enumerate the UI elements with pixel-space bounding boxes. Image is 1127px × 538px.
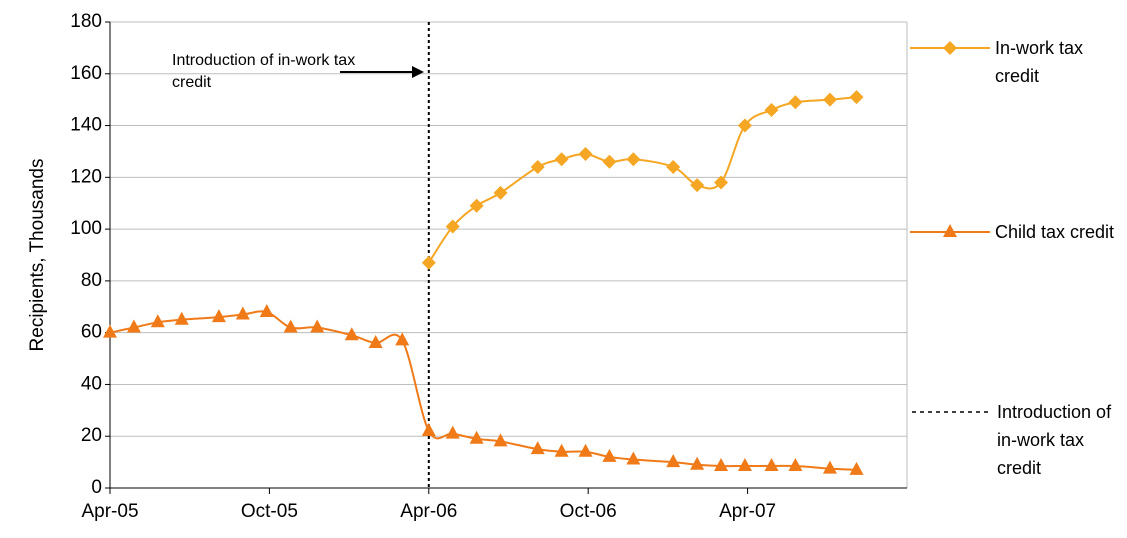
point bbox=[211, 309, 226, 323]
point bbox=[469, 430, 484, 444]
y-tick-label: 20 bbox=[81, 425, 102, 446]
point bbox=[666, 159, 681, 174]
y-tick-label: 100 bbox=[70, 218, 102, 239]
point bbox=[626, 451, 641, 465]
point bbox=[150, 314, 165, 328]
point bbox=[493, 433, 508, 447]
x-tick-label: Oct-05 bbox=[241, 501, 298, 522]
y-tick-label: 60 bbox=[81, 322, 102, 343]
point bbox=[368, 335, 383, 349]
point bbox=[602, 448, 617, 462]
y-tick-label: 120 bbox=[70, 166, 102, 187]
x-tick-label: Oct-06 bbox=[560, 501, 617, 522]
point bbox=[310, 319, 325, 333]
legend-marker bbox=[943, 41, 957, 55]
point bbox=[737, 457, 752, 471]
point bbox=[259, 303, 274, 317]
point bbox=[445, 219, 460, 234]
point bbox=[788, 95, 803, 110]
point bbox=[530, 441, 545, 455]
series-line bbox=[109, 310, 857, 471]
point bbox=[666, 454, 681, 468]
point bbox=[421, 255, 436, 270]
point bbox=[849, 461, 864, 475]
point bbox=[822, 92, 837, 107]
point bbox=[714, 457, 729, 471]
y-tick-label: 160 bbox=[70, 63, 102, 84]
legend-label: In-work tax credit bbox=[995, 38, 1084, 86]
point bbox=[578, 443, 593, 457]
point bbox=[626, 152, 641, 167]
point bbox=[174, 311, 189, 325]
point bbox=[283, 319, 298, 333]
point bbox=[493, 185, 508, 200]
y-tick-label: 140 bbox=[70, 115, 102, 136]
arrow-head bbox=[412, 66, 424, 78]
point bbox=[764, 103, 779, 118]
y-tick-label: 180 bbox=[70, 11, 102, 32]
point bbox=[421, 423, 436, 437]
point bbox=[690, 178, 705, 193]
annotation: Introduction of in-work tax credit bbox=[172, 52, 356, 91]
x-tick-label: Apr-07 bbox=[719, 501, 776, 522]
legend-marker bbox=[943, 224, 957, 237]
point bbox=[822, 460, 837, 474]
series-line bbox=[427, 96, 857, 264]
point bbox=[849, 90, 864, 105]
point bbox=[344, 327, 359, 341]
x-tick-label: Apr-05 bbox=[81, 501, 138, 522]
point bbox=[554, 152, 569, 167]
legend-label: Child tax credit bbox=[995, 222, 1115, 242]
y-tick-label: 0 bbox=[91, 477, 102, 498]
point bbox=[737, 118, 752, 133]
point bbox=[530, 159, 545, 174]
point bbox=[602, 154, 617, 169]
point bbox=[235, 306, 250, 320]
point bbox=[469, 198, 484, 213]
y-tick-label: 80 bbox=[81, 270, 102, 291]
y-tick-label: 40 bbox=[81, 373, 102, 394]
point bbox=[690, 456, 705, 470]
point bbox=[395, 332, 410, 346]
point bbox=[714, 175, 729, 190]
point bbox=[578, 147, 593, 162]
point bbox=[788, 457, 803, 471]
legend-label: Introduction of in-work tax credit bbox=[997, 402, 1112, 478]
point bbox=[554, 443, 569, 457]
point bbox=[764, 457, 779, 471]
y-axis-label: Recipients, Thousands bbox=[27, 159, 48, 352]
point bbox=[126, 319, 141, 333]
point bbox=[445, 425, 460, 439]
x-tick-label: Apr-06 bbox=[400, 501, 457, 522]
point bbox=[103, 324, 117, 338]
